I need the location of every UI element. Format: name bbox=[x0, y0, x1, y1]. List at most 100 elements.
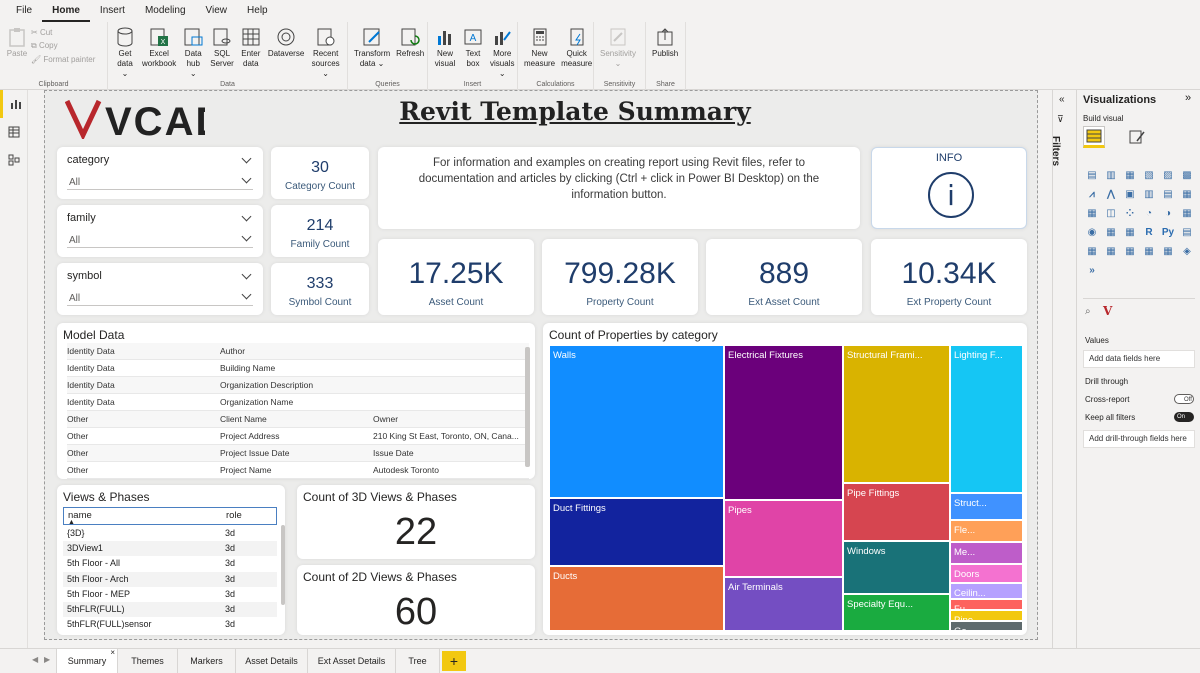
treemap-tile[interactable]: Ducts bbox=[549, 566, 724, 631]
treemap-tile[interactable]: Fle... bbox=[950, 520, 1023, 542]
table-row[interactable]: 5th Floor - Arch 3d bbox=[63, 571, 277, 587]
filters-pane-collapsed[interactable]: « ⊽ Filters bbox=[1050, 90, 1076, 648]
slicer-value[interactable]: All bbox=[69, 235, 81, 246]
dataverse-button[interactable]: Dataverse bbox=[265, 24, 307, 90]
sensitivity-button[interactable]: Sensitivity ⌄ bbox=[597, 24, 639, 90]
visual-type-icon[interactable]: R bbox=[1145, 226, 1153, 238]
chevron-down-icon[interactable] bbox=[241, 153, 252, 164]
treemap-tile[interactable]: Pipe Fittings bbox=[843, 483, 950, 541]
menu-home[interactable]: Home bbox=[42, 0, 90, 22]
treemap-tile[interactable]: Windows bbox=[843, 541, 950, 594]
table-row[interactable]: 5th Floor - All 3d bbox=[63, 556, 277, 572]
visual-type-icon[interactable]: ⋀ bbox=[1106, 188, 1116, 200]
more-visuals-button[interactable]: More visuals ⌄ bbox=[487, 24, 517, 90]
menu-insert[interactable]: Insert bbox=[99, 5, 125, 16]
visual-type-icon[interactable]: ▦ bbox=[1125, 169, 1135, 181]
cut-button[interactable]: ✂ Cut bbox=[31, 28, 53, 37]
visual-type-icon[interactable]: ▤ bbox=[1182, 226, 1192, 238]
format-painter-button[interactable]: 🖌 Format painter bbox=[31, 55, 96, 64]
column-header-role[interactable]: role bbox=[226, 510, 242, 521]
refresh-button[interactable]: Refresh bbox=[393, 24, 427, 90]
close-icon[interactable]: × bbox=[110, 648, 115, 657]
table-row[interactable]: 3DView1 3d bbox=[63, 541, 277, 557]
page-tab-summary[interactable]: Summary × bbox=[56, 648, 118, 673]
visual-type-icon[interactable]: ▥ bbox=[1144, 188, 1154, 200]
get-data-button[interactable]: Get data ⌄ bbox=[111, 24, 139, 90]
paste-button[interactable]: Paste bbox=[3, 24, 31, 90]
table-row[interactable]: {3D} 3d bbox=[63, 526, 277, 541]
table-row[interactable]: 5thFLR(FULL) 3d bbox=[63, 602, 277, 617]
treemap-tile[interactable]: Electrical Fixtures bbox=[724, 345, 843, 500]
page-tab-asset-details[interactable]: Asset Details bbox=[236, 649, 308, 673]
page-tab-tree[interactable]: Tree bbox=[396, 649, 440, 673]
new-visual-button[interactable]: New visual bbox=[431, 24, 459, 90]
treemap-tile[interactable]: Specialty Equ... bbox=[843, 594, 950, 631]
sql-server-button[interactable]: SQL Server bbox=[207, 24, 237, 90]
visual-type-icon[interactable]: ▦ bbox=[1087, 207, 1097, 219]
data-hub-button[interactable]: Data hub ⌄ bbox=[179, 24, 207, 90]
column-header-name[interactable]: name bbox=[68, 510, 92, 521]
chevron-down-icon[interactable] bbox=[241, 231, 252, 242]
visual-type-icon[interactable]: ◈ bbox=[1183, 245, 1191, 257]
visual-type-icon[interactable]: ▨ bbox=[1163, 169, 1173, 181]
treemap-tile[interactable]: Lighting F... bbox=[950, 345, 1023, 493]
chevron-down-icon[interactable] bbox=[241, 289, 252, 300]
chevron-down-icon[interactable] bbox=[241, 173, 252, 184]
treemap-tile[interactable]: Struct... bbox=[950, 493, 1023, 520]
visual-type-icon[interactable]: ▦ bbox=[1125, 226, 1135, 238]
search-icon[interactable]: ⌕ bbox=[1085, 306, 1091, 317]
treemap-tile[interactable]: Air Terminals bbox=[724, 577, 843, 631]
values-well[interactable]: Add data fields here bbox=[1083, 350, 1195, 368]
treemap-tile[interactable]: Duct Fittings bbox=[549, 498, 724, 566]
slicer-value[interactable]: All bbox=[69, 293, 81, 304]
menu-file[interactable]: File bbox=[16, 5, 33, 16]
enter-data-button[interactable]: Enter data bbox=[237, 24, 265, 90]
visual-type-icon[interactable]: ▦ bbox=[1182, 188, 1192, 200]
treemap-tile[interactable]: Walls bbox=[549, 345, 724, 498]
new-measure-button[interactable]: New measure bbox=[521, 24, 558, 90]
recent-sources-button[interactable]: Recent sources ⌄ bbox=[307, 24, 344, 90]
transform-data-button[interactable]: Transform data ⌄ bbox=[351, 24, 393, 90]
prev-page-icon[interactable]: ◀ bbox=[32, 655, 39, 664]
menu-help[interactable]: Help bbox=[247, 5, 268, 16]
visual-type-icon[interactable]: ◔ bbox=[1145, 207, 1153, 219]
visual-type-icon[interactable]: ▦ bbox=[1144, 245, 1154, 257]
family-slicer[interactable]: family All bbox=[57, 205, 263, 257]
data-view-icon[interactable] bbox=[0, 118, 28, 146]
visual-type-icon[interactable]: ▦ bbox=[1163, 245, 1173, 257]
visual-type-icon[interactable]: Py bbox=[1161, 226, 1175, 238]
menu-view[interactable]: View bbox=[205, 5, 228, 16]
visual-type-icon[interactable]: ▦ bbox=[1106, 245, 1116, 257]
treemap-tile[interactable]: Doors bbox=[950, 564, 1023, 583]
publish-button[interactable]: Publish bbox=[649, 24, 681, 90]
collapse-icon[interactable]: « bbox=[1059, 94, 1065, 105]
quick-measure-button[interactable]: Quick measure bbox=[558, 24, 595, 90]
visual-type-icon[interactable]: ◑ bbox=[1164, 207, 1172, 219]
filters-label[interactable]: Filters bbox=[1050, 136, 1061, 167]
table-row[interactable]: 5th Floor - MEP 3d bbox=[63, 586, 277, 602]
chevron-down-icon[interactable] bbox=[241, 211, 252, 222]
build-visual-tab[interactable] bbox=[1083, 126, 1105, 148]
model-view-icon[interactable] bbox=[0, 146, 28, 174]
visual-type-icon[interactable]: ⩘ bbox=[1089, 188, 1095, 200]
visual-type-icon[interactable]: ⁘ bbox=[1125, 207, 1135, 219]
treemap-tile[interactable]: Structural Frami... bbox=[843, 345, 950, 483]
treemap-tile[interactable]: Pipes bbox=[724, 500, 843, 577]
visual-type-icon[interactable]: ▧ bbox=[1144, 169, 1154, 181]
visual-type-icon[interactable]: ▦ bbox=[1087, 245, 1097, 257]
visual-type-icon[interactable]: ▦ bbox=[1125, 245, 1135, 257]
page-tab-ext-asset-details[interactable]: Ext Asset Details bbox=[308, 649, 396, 673]
table-row[interactable]: 5thFLR(FULL)sensor 3d bbox=[63, 617, 277, 633]
menu-modeling[interactable]: Modeling bbox=[144, 5, 186, 16]
format-visual-tab[interactable] bbox=[1127, 128, 1149, 148]
visual-type-icon[interactable]: ▤ bbox=[1087, 169, 1097, 181]
report-view-icon[interactable] bbox=[0, 90, 28, 118]
visual-type-icon[interactable]: ▤ bbox=[1163, 188, 1173, 200]
visual-type-icon[interactable]: ◫ bbox=[1106, 207, 1116, 219]
visual-type-icon[interactable]: » bbox=[1089, 264, 1095, 276]
treemap-tile[interactable]: Me... bbox=[950, 542, 1023, 564]
info-button[interactable]: INFO i bbox=[871, 147, 1027, 229]
scrollbar[interactable] bbox=[281, 525, 285, 605]
category-slicer[interactable]: category All bbox=[57, 147, 263, 199]
expand-icon[interactable]: » bbox=[1185, 92, 1192, 104]
